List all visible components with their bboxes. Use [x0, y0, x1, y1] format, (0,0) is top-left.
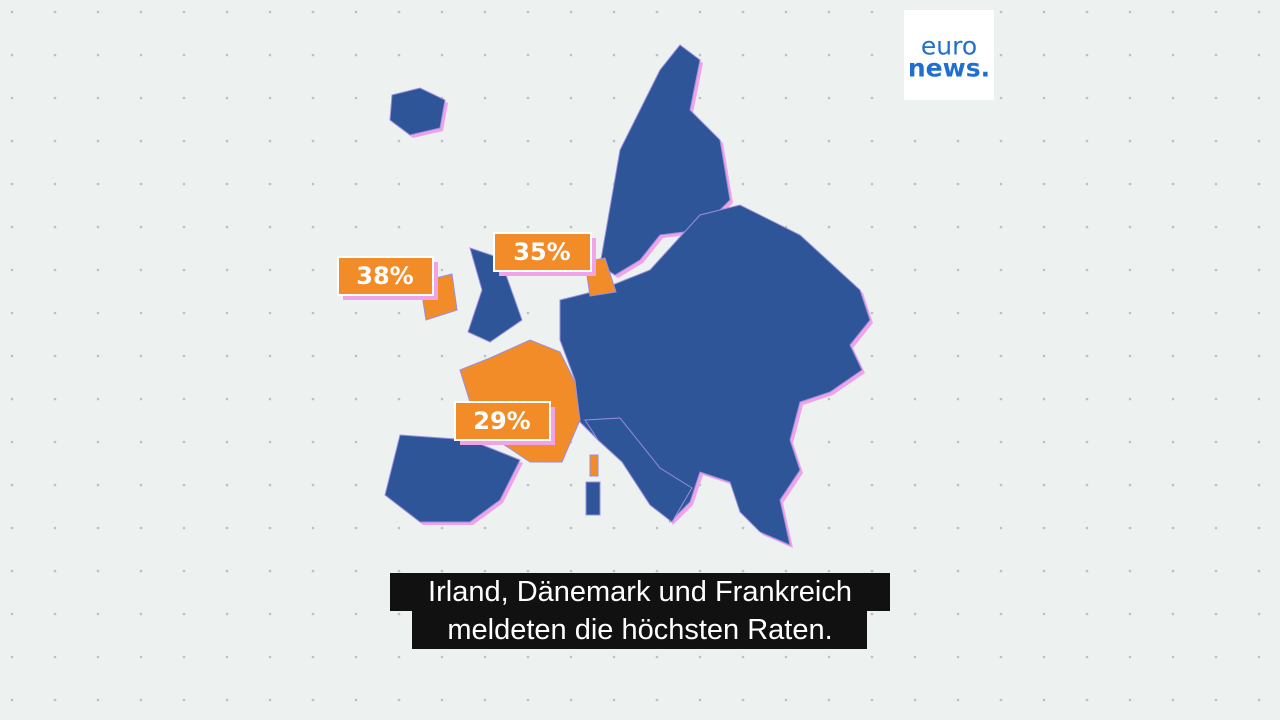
subtitles: Irland, Dänemark und Frankreich meldeten… [390, 573, 890, 649]
label-france: 29% [454, 401, 555, 445]
logo-text: news. [908, 54, 990, 83]
subtitle-line: Irland, Dänemark und Frankreich [428, 576, 852, 608]
iceland [389, 87, 446, 136]
label-denmark: 35% [493, 232, 596, 276]
subtitle-line: meldeten die höchsten Raten. [447, 614, 832, 646]
label-ireland: 38% [337, 256, 438, 300]
logo: euro news. [904, 10, 994, 100]
italy [584, 417, 693, 523]
sardinia [585, 481, 601, 516]
map-label: 38% [356, 262, 413, 290]
map-label: 29% [473, 407, 530, 435]
europe-map [384, 44, 873, 548]
logo-text: euro [921, 32, 977, 61]
corsica [589, 454, 599, 477]
map-label: 35% [513, 238, 570, 266]
